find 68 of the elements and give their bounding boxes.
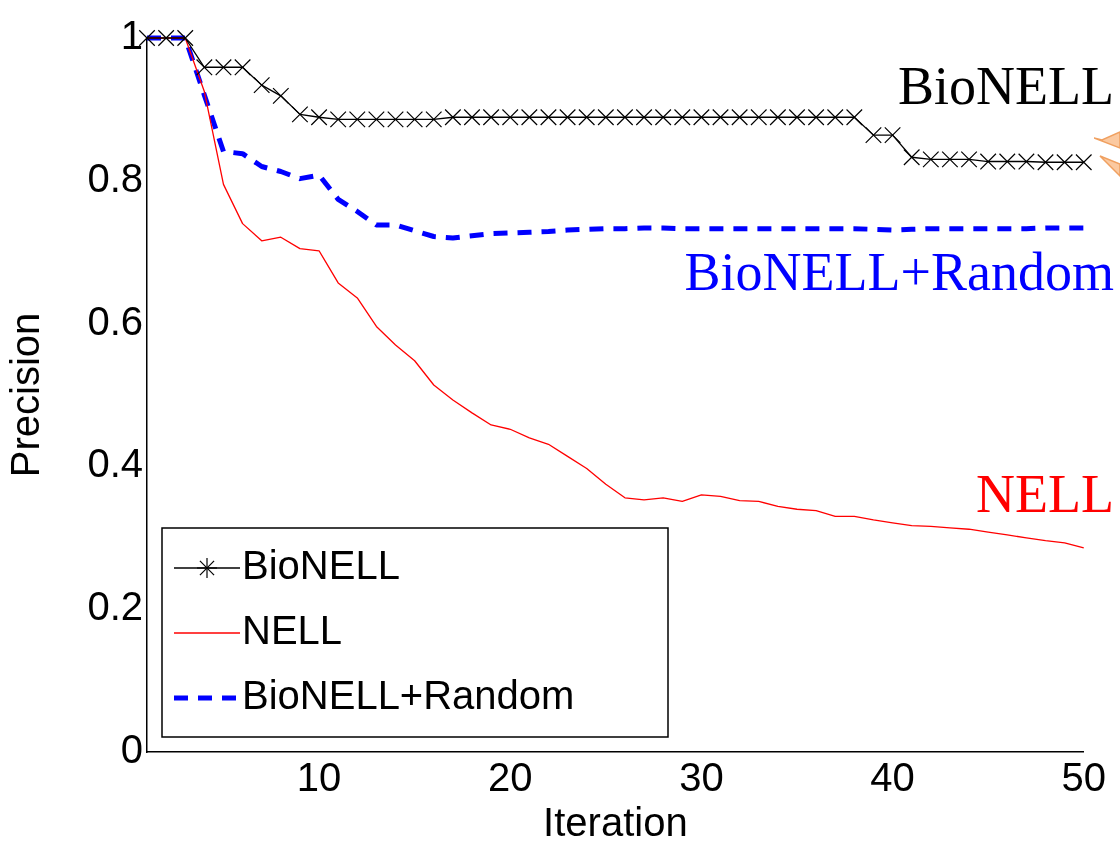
- legend-label: BioNELL: [242, 543, 400, 588]
- x-tick-label: 50: [1061, 755, 1106, 800]
- x-tick-label: 30: [679, 755, 724, 800]
- point: [616, 108, 634, 126]
- point: [884, 126, 901, 144]
- point: [979, 153, 997, 170]
- point: [1037, 153, 1054, 171]
- point: [425, 111, 443, 128]
- point: [578, 108, 596, 126]
- point: [272, 87, 290, 105]
- point: [195, 58, 213, 76]
- point: [712, 108, 729, 126]
- y-tick-label: 0: [120, 727, 143, 772]
- annotation: BioNELL+Random: [684, 242, 1114, 303]
- point: [157, 29, 175, 47]
- point: [387, 111, 404, 128]
- point: [750, 108, 768, 126]
- point: [941, 151, 959, 168]
- point: [291, 106, 309, 123]
- point: [635, 108, 653, 126]
- point: [501, 108, 519, 126]
- point: [922, 151, 940, 168]
- point: [654, 108, 672, 126]
- point: [520, 108, 538, 126]
- point: [998, 153, 1016, 170]
- y-tick-label: 0.4: [87, 441, 143, 486]
- x-tick-label: 10: [296, 755, 342, 800]
- x-tick-label: 40: [870, 755, 915, 800]
- point: [444, 108, 462, 126]
- y-tick-label: 0.6: [87, 298, 143, 343]
- point: [368, 111, 385, 128]
- legend-label: BioNELL+Random: [242, 673, 575, 718]
- legend-label: NELL: [242, 608, 343, 653]
- point: [1056, 153, 1074, 171]
- point: [788, 108, 806, 126]
- point: [482, 108, 500, 126]
- y-tick-label: 0.2: [87, 584, 143, 629]
- point: [597, 108, 615, 126]
- point: [826, 108, 844, 126]
- y-tick-label: 0.8: [87, 155, 143, 200]
- point: [329, 111, 347, 128]
- y-tick-label: 1: [120, 13, 143, 58]
- point: [673, 108, 691, 126]
- x-axis-title: Iteration: [543, 800, 688, 845]
- point: [559, 108, 576, 126]
- point: [731, 108, 749, 126]
- point: [845, 108, 863, 126]
- point: [253, 76, 271, 94]
- point: [865, 126, 882, 144]
- point: [215, 58, 232, 76]
- point: [1018, 153, 1035, 170]
- point: [807, 108, 825, 126]
- point: [406, 111, 424, 128]
- annotation: BioNELL: [898, 56, 1114, 117]
- point: [348, 111, 366, 128]
- y-axis-title: Precision: [3, 312, 48, 478]
- point: [310, 108, 328, 126]
- x-tick-label: 20: [487, 755, 533, 800]
- point: [960, 151, 978, 168]
- point: [693, 108, 710, 126]
- point: [463, 108, 481, 126]
- point: [903, 148, 921, 166]
- annotation: NELL: [976, 463, 1114, 524]
- point: [769, 108, 787, 126]
- point: [1075, 153, 1093, 171]
- point: [234, 58, 251, 76]
- point: [540, 108, 557, 126]
- point: [176, 29, 194, 47]
